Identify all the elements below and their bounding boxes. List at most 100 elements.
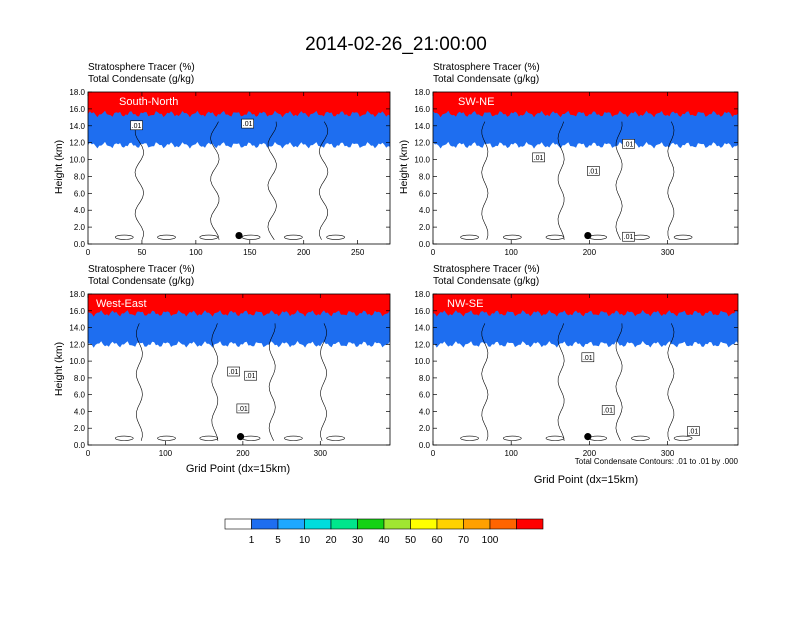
- svg-text:.01: .01: [534, 155, 544, 162]
- x-tick-label: 100: [189, 248, 203, 257]
- location-marker: [584, 231, 592, 240]
- x-tick-label: 300: [661, 449, 675, 458]
- svg-text:.01: .01: [603, 408, 613, 415]
- x-tick-label: 200: [297, 248, 311, 257]
- y-tick-label: 4.0: [419, 206, 431, 215]
- svg-text:.01: .01: [583, 355, 593, 362]
- panel-nw-se: Stratosphere Tracer (%) Total Condensate…: [414, 264, 738, 486]
- condensate-contour: [460, 435, 479, 441]
- condensate-contour: [673, 435, 693, 441]
- svg-text:.01: .01: [689, 429, 699, 436]
- colorbar-swatch: [277, 518, 305, 530]
- y-tick-label: 8.0: [419, 172, 431, 181]
- contour-note: Total Condensate Contours: .01 to .01 by…: [575, 457, 739, 466]
- y-tick-label: 2.0: [74, 424, 86, 433]
- condensate-contour: [284, 435, 303, 441]
- tracer-core: [433, 294, 738, 317]
- panel-header-line2: Total Condensate (g/kg): [433, 276, 539, 287]
- panel-header-line2: Total Condensate (g/kg): [433, 74, 539, 85]
- x-tick-label: 300: [314, 449, 328, 458]
- plot-frame: [87, 293, 391, 446]
- panel-header-line1: Stratosphere Tracer (%): [433, 62, 540, 73]
- condensate-contour: [615, 121, 623, 240]
- condensate-contour: [460, 234, 479, 240]
- colorbar-swatch: [436, 518, 464, 530]
- y-tick-label: 12.0: [69, 340, 85, 349]
- condensate-contour: [114, 234, 134, 240]
- y-tick-label: 6.0: [419, 391, 431, 400]
- x-tick-label: 300: [661, 248, 675, 257]
- colorbar-swatch: [304, 518, 332, 530]
- condensate-contour: [502, 234, 522, 240]
- colorbar-swatch: [516, 518, 544, 530]
- panel-label: West-East: [96, 298, 147, 310]
- colorbar-label: 70: [458, 535, 470, 546]
- condensate-contour: [667, 121, 675, 240]
- condensate-contour: [545, 234, 565, 240]
- colorbar-label: 60: [431, 535, 443, 546]
- panel-label: SW-NE: [458, 96, 494, 108]
- tracer-core: [88, 294, 390, 317]
- plot-frame: [432, 293, 739, 446]
- y-tick-label: 14.0: [414, 122, 430, 131]
- contour-label: .01: [241, 118, 254, 129]
- condensate-contour: [557, 323, 565, 441]
- condensate-contour: [631, 435, 650, 441]
- y-tick-label: 10.0: [69, 357, 85, 366]
- condensate-contour: [134, 121, 144, 240]
- condensate-contour: [267, 121, 277, 240]
- x-axis-label: Grid Point (dx=15km): [186, 463, 290, 475]
- condensate-contour: [157, 435, 176, 441]
- colorbar-label: 20: [325, 535, 337, 546]
- y-tick-label: 10.0: [414, 156, 430, 165]
- y-axis-label: Height (km): [53, 140, 65, 194]
- condensate-contour: [114, 435, 134, 441]
- panel-label: South-North: [119, 96, 178, 108]
- x-tick-label: 0: [431, 248, 436, 257]
- svg-text:.01: .01: [132, 123, 142, 130]
- y-tick-label: 18.0: [69, 290, 85, 299]
- x-tick-label: 200: [583, 248, 597, 257]
- contour-label: .01: [687, 426, 700, 436]
- colorbar-swatch: [251, 518, 279, 530]
- x-tick-label: 150: [243, 248, 257, 257]
- y-axis-label: Height (km): [53, 342, 65, 396]
- condensate-contour: [326, 234, 345, 240]
- colorbar-label: 5: [275, 535, 281, 546]
- y-tick-label: 0.0: [419, 240, 431, 249]
- x-tick-label: 0: [431, 449, 436, 458]
- x-tick-label: 0: [86, 248, 91, 257]
- tracer-core: [88, 92, 390, 118]
- colorbar-swatch: [383, 518, 411, 530]
- y-axis-label: Height (km): [398, 140, 410, 194]
- panel-header-line2: Total Condensate (g/kg): [88, 276, 194, 287]
- condensate-contour: [673, 234, 693, 240]
- location-marker: [235, 231, 243, 240]
- contour-label: .01: [581, 352, 595, 363]
- plot-area: .01 .01 .01 .01 0.0 2.0 4.0 6.0 8.0 10.0 12.0 14.0 1…: [414, 88, 739, 257]
- y-tick-label: 6.0: [419, 189, 431, 198]
- y-tick-label: 0.0: [74, 441, 86, 450]
- tracer-core: [433, 92, 738, 118]
- contour-label: .01: [244, 370, 257, 381]
- condensate-contour: [199, 435, 219, 441]
- panel-header-line1: Stratosphere Tracer (%): [88, 62, 195, 73]
- y-tick-label: 10.0: [414, 357, 430, 366]
- panel-header-line1: Stratosphere Tracer (%): [88, 264, 195, 275]
- colorbar-swatch: [224, 518, 252, 530]
- y-tick-label: 2.0: [419, 424, 431, 433]
- svg-text:.01: .01: [624, 234, 634, 241]
- colorbar-swatch: [357, 518, 385, 530]
- panel-label: NW-SE: [447, 298, 483, 310]
- condensate-contour: [211, 323, 219, 441]
- location-marker: [584, 433, 592, 441]
- colorbar-swatch: [489, 518, 517, 530]
- y-tick-label: 2.0: [74, 223, 86, 232]
- y-tick-label: 16.0: [69, 307, 85, 316]
- x-tick-label: 200: [583, 449, 597, 458]
- panel-header-line1: Stratosphere Tracer (%): [433, 264, 540, 275]
- y-tick-label: 16.0: [69, 105, 85, 114]
- colorbar-label: 10: [299, 535, 311, 546]
- y-tick-label: 14.0: [414, 324, 430, 333]
